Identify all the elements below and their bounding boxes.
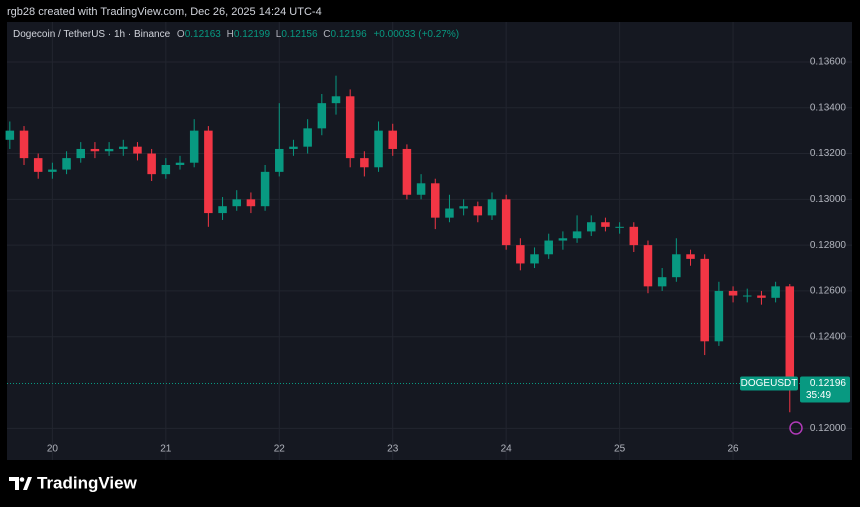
candle-body — [218, 206, 227, 214]
candle-body — [459, 206, 468, 209]
x-tick-label: 22 — [274, 444, 286, 455]
candle-body — [76, 148, 85, 159]
candle-body — [345, 96, 355, 159]
candle-body — [104, 148, 114, 152]
candle-body — [558, 238, 568, 241]
candle-body — [601, 222, 610, 227]
candle-body — [147, 153, 156, 175]
candle-body — [275, 148, 284, 172]
chart-panel — [7, 22, 852, 460]
candle-body — [317, 103, 327, 129]
candle-body — [62, 158, 71, 170]
candle-body — [785, 286, 795, 384]
legend-value: 0.12156 — [281, 29, 318, 40]
candle-body — [232, 199, 241, 207]
y-tick-label: 0.12400 — [810, 331, 847, 342]
candle-body — [686, 254, 695, 259]
legend-value: 0.12199 — [234, 29, 271, 40]
candle-body — [119, 146, 128, 149]
header: rgb28 created with TradingView.com, Dec … — [7, 6, 322, 18]
candle-body — [388, 130, 397, 149]
candle-body — [757, 295, 766, 298]
y-tick-label: 0.12000 — [810, 423, 847, 434]
brand-logo — [9, 477, 32, 490]
price-label: 0.12196 — [810, 378, 847, 389]
x-tick-label: 24 — [501, 444, 513, 455]
candles — [5, 75, 800, 413]
legend-label: H — [227, 29, 234, 40]
legend-value: 0.12163 — [185, 29, 222, 40]
candle-body — [587, 222, 596, 232]
candle-body — [742, 295, 752, 297]
candle-body — [33, 158, 43, 172]
candle-body — [246, 199, 256, 207]
x-tick-label: 20 — [47, 444, 59, 455]
symbol-tag-box — [740, 376, 798, 391]
candle-body — [657, 277, 667, 287]
legend-symbol: Dogecoin / TetherUS · 1h · Binance — [13, 29, 171, 40]
candle-body — [516, 245, 525, 264]
candle-body — [189, 130, 199, 163]
candle-body — [48, 169, 57, 172]
candle-body — [728, 290, 738, 296]
x-tick-label: 25 — [614, 444, 626, 455]
symbol-tag: DOGEUSDT — [741, 378, 798, 389]
legend-change: +0.00033 (+0.27%) — [373, 29, 459, 40]
candle-body — [615, 226, 624, 228]
candle-body — [629, 226, 639, 246]
candle-body — [402, 148, 412, 195]
y-tick-label: 0.12600 — [810, 286, 847, 297]
legend-label: O — [177, 29, 185, 40]
candle-body — [700, 258, 709, 342]
candle-body — [161, 164, 171, 175]
legend-label: L — [276, 29, 282, 40]
x-tick-label: 26 — [728, 444, 740, 455]
candle-body — [544, 240, 553, 255]
candle-body — [714, 290, 724, 342]
candle-body — [260, 171, 270, 207]
marker-icon — [789, 421, 803, 435]
candle-body — [431, 183, 440, 218]
countdown: 35:49 — [806, 390, 831, 401]
candle-body — [90, 148, 100, 152]
price-label-box — [800, 376, 850, 403]
candle-body — [416, 183, 426, 195]
legend: Dogecoin / TetherUS · 1h · Binance O0.12… — [13, 29, 459, 40]
legend-label: C — [323, 29, 330, 40]
candle-body — [19, 130, 29, 159]
candle-body — [771, 286, 780, 298]
candle-body — [175, 162, 185, 165]
legend-value: 0.12196 — [331, 29, 368, 40]
y-tick-label: 0.13000 — [810, 194, 847, 205]
candle-body — [445, 208, 454, 218]
candle-body — [331, 96, 341, 104]
candle-body — [360, 158, 369, 168]
brand: TradingView — [37, 473, 138, 492]
candle-body — [501, 199, 511, 246]
candle-body — [374, 130, 383, 168]
y-tick-label: 0.12800 — [810, 240, 847, 251]
candle-body — [572, 231, 582, 239]
x-tick-label: 21 — [160, 444, 172, 455]
x-tick-label: 23 — [387, 444, 399, 455]
candle-body — [289, 146, 298, 149]
candle-body — [473, 206, 483, 216]
candle-body — [643, 245, 653, 287]
candle-body — [204, 130, 213, 214]
y-tick-label: 0.13600 — [810, 57, 847, 68]
candle-body — [133, 146, 142, 154]
candle-body — [530, 254, 539, 264]
candle-body — [5, 130, 15, 140]
y-tick-label: 0.13200 — [810, 148, 847, 159]
candle-body — [672, 254, 681, 278]
candle-body — [303, 128, 312, 147]
y-tick-label: 0.13400 — [810, 102, 847, 113]
candle-body — [487, 199, 497, 216]
axes: 0.13600 0.13400 0.13200 0.13000 0.12800 0.126… — [47, 57, 850, 455]
